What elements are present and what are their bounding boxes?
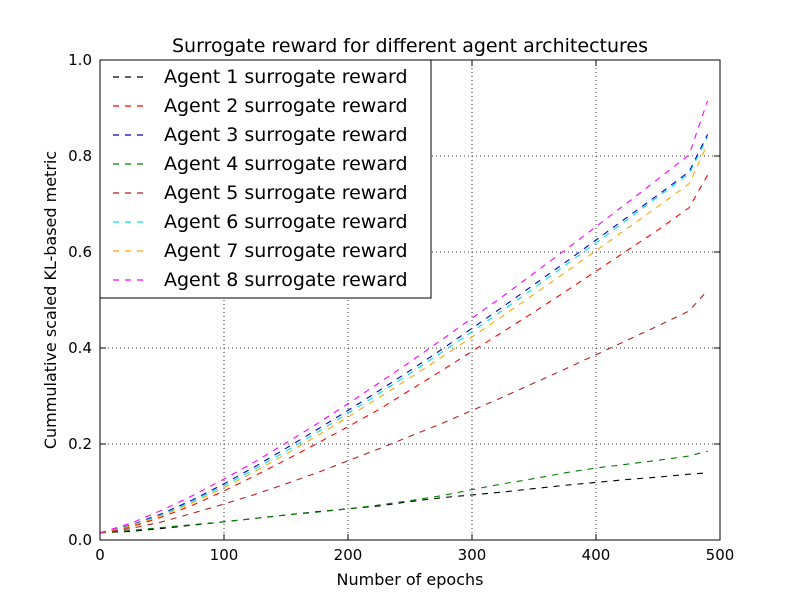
series-line-agent-1 xyxy=(99,472,708,534)
legend-label-agent-8: Agent 8 surrogate reward xyxy=(164,269,408,291)
series-line-agent-5 xyxy=(99,290,709,534)
series-line-agent-3 xyxy=(99,134,709,534)
chart-title: Surrogate reward for different agent arc… xyxy=(172,35,648,57)
x-tick-label: 200 xyxy=(334,546,363,564)
series-line-agent-2 xyxy=(99,174,709,534)
series-line-agent-7 xyxy=(99,143,709,534)
y-tick-label: 1.0 xyxy=(68,51,92,69)
y-axis-label: Cummulative scaled KL-based metric xyxy=(41,151,60,449)
legend-label-agent-3: Agent 3 surrogate reward xyxy=(164,124,408,146)
series-line-agent-4 xyxy=(99,450,708,534)
legend-label-agent-4: Agent 4 surrogate reward xyxy=(164,153,408,175)
legend-label-agent-7: Agent 7 surrogate reward xyxy=(164,240,408,262)
series-line-agent-6 xyxy=(99,136,709,534)
x-tick-label: 500 xyxy=(706,546,735,564)
x-axis-label: Number of epochs xyxy=(337,570,484,589)
y-tick-label: 0.8 xyxy=(68,147,92,165)
legend-label-agent-2: Agent 2 surrogate reward xyxy=(164,95,408,117)
x-tick-label: 400 xyxy=(582,546,611,564)
y-tick-label: 0.0 xyxy=(68,531,92,549)
x-tick-label: 300 xyxy=(458,546,487,564)
y-axis-ticks: 0.0 0.2 0.4 0.6 0.8 1.0 xyxy=(68,51,720,549)
x-tick-label: 100 xyxy=(210,546,239,564)
legend-label-agent-6: Agent 6 surrogate reward xyxy=(164,211,408,233)
legend-label-agent-1: Agent 1 surrogate reward xyxy=(164,66,408,88)
legend-box xyxy=(99,59,432,299)
legend-label-agent-5: Agent 5 surrogate reward xyxy=(164,182,408,204)
legend: Agent 1 surrogate reward Agent 2 surrogat… xyxy=(99,59,432,299)
series-lines xyxy=(99,100,709,534)
y-tick-label: 0.6 xyxy=(68,243,92,261)
y-tick-label: 0.2 xyxy=(68,435,92,453)
series-line-agent-8 xyxy=(99,100,709,534)
x-tick-label: 0 xyxy=(95,546,105,564)
y-tick-label: 0.4 xyxy=(68,339,92,357)
